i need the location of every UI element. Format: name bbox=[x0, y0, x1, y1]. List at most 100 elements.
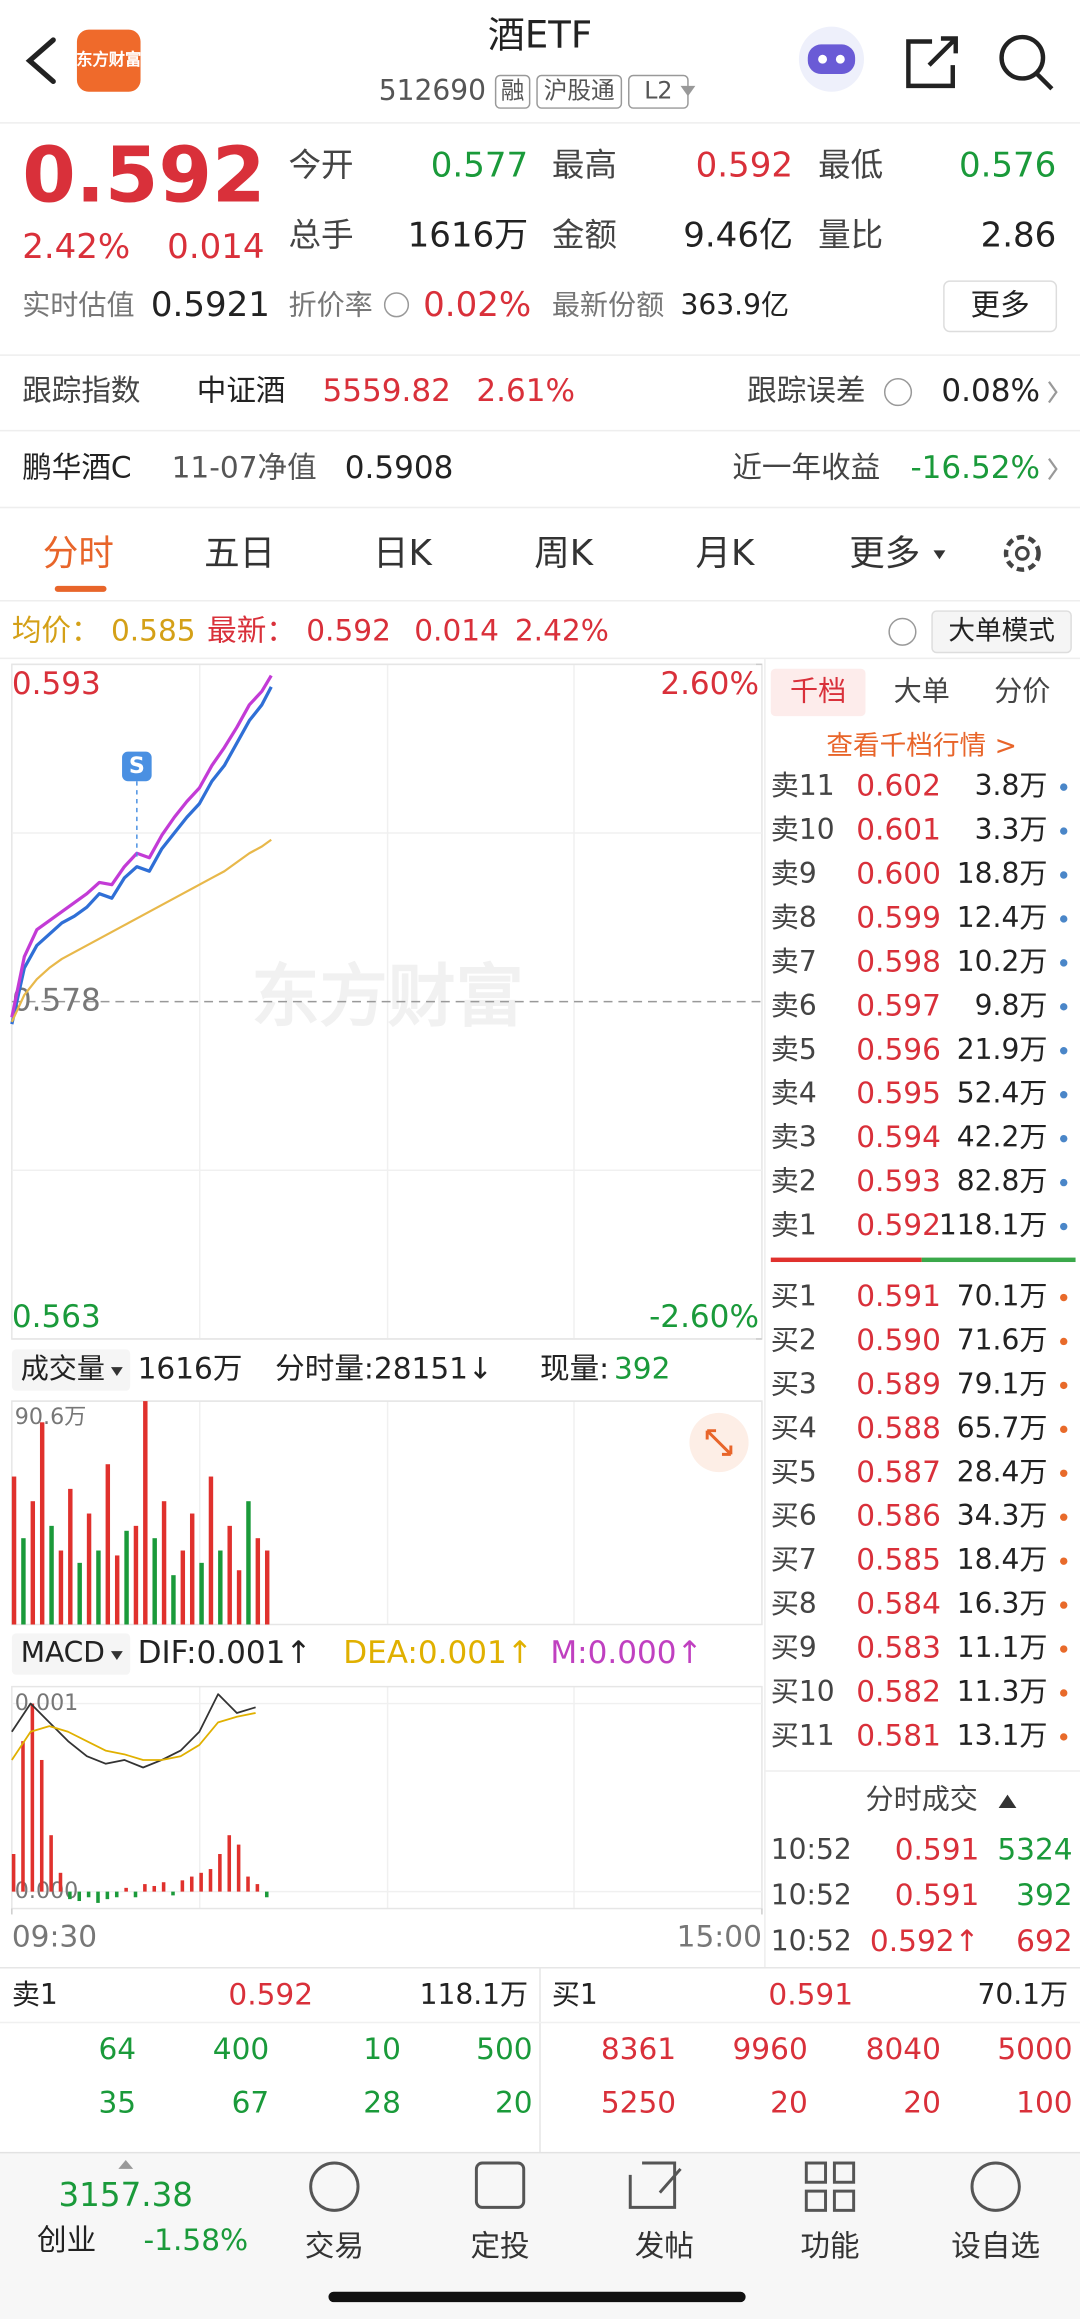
volume-bar bbox=[68, 1488, 73, 1625]
volume-bar bbox=[152, 1538, 157, 1625]
book-dot bbox=[1060, 1425, 1068, 1434]
volume-bar bbox=[11, 1476, 17, 1625]
collapse-arrow[interactable] bbox=[998, 1794, 1017, 1808]
row-label: 跟踪指数 bbox=[22, 374, 140, 408]
stat-value: 1616万 bbox=[408, 215, 529, 255]
indicator-selector[interactable] bbox=[11, 1633, 131, 1675]
stat-label: 最高 bbox=[552, 146, 617, 184]
tag: L2 bbox=[644, 76, 672, 104]
volume-bar bbox=[246, 1501, 251, 1625]
volume-bar bbox=[105, 1464, 111, 1625]
macd-bar bbox=[227, 1835, 232, 1892]
tag-box bbox=[536, 74, 623, 109]
macd-bar bbox=[86, 1891, 91, 1898]
macd-bar bbox=[171, 1891, 175, 1896]
book-price: 0.585 bbox=[856, 1543, 941, 1577]
selector-label[interactable]: 成交量 bbox=[21, 1352, 105, 1385]
avatar-eye bbox=[818, 54, 828, 64]
settings-button[interactable] bbox=[1003, 534, 1041, 572]
volume-bar bbox=[171, 1575, 176, 1625]
book-dot bbox=[1060, 1645, 1068, 1653]
trade-volume: 692 bbox=[1016, 1924, 1072, 1958]
book-volume: 82.8万 bbox=[957, 1165, 1048, 1198]
book-price: 0.597 bbox=[856, 988, 941, 1022]
book-price: 0.595 bbox=[856, 1076, 941, 1110]
depth-cell: 5000 bbox=[997, 2032, 1072, 2066]
selector-label[interactable]: MACD bbox=[21, 1636, 105, 1669]
tab[interactable]: 更多 bbox=[849, 533, 920, 574]
info-icon[interactable] bbox=[383, 292, 410, 318]
macd-bar bbox=[255, 1884, 260, 1892]
nav-item[interactable]: 设自选 bbox=[951, 2229, 1040, 2263]
expand-icon bbox=[705, 1429, 733, 1456]
book-link[interactable]: 查看千档行情 > bbox=[826, 731, 1017, 762]
macd-bar bbox=[264, 1891, 269, 1898]
macd-bar bbox=[21, 1741, 25, 1892]
book-price: 0.601 bbox=[856, 813, 941, 847]
back-button[interactable] bbox=[25, 37, 56, 85]
chevron[interactable] bbox=[1048, 458, 1058, 481]
stat-value: 9.46亿 bbox=[683, 215, 793, 255]
logo-text: 东方财富 bbox=[76, 50, 141, 69]
book-level: 卖6 bbox=[771, 989, 817, 1022]
latest-label: 最新： bbox=[207, 613, 296, 647]
book-price: 0.594 bbox=[856, 1120, 941, 1154]
book-tab[interactable]: 大单 bbox=[894, 674, 950, 707]
nav-icon bbox=[970, 2161, 1021, 2212]
change: 0.014 bbox=[167, 227, 264, 267]
chevron[interactable] bbox=[1048, 381, 1058, 404]
mode-label[interactable]: 大单模式 bbox=[948, 615, 1054, 646]
tab[interactable]: 日K bbox=[373, 533, 434, 574]
volume-bar bbox=[21, 1538, 26, 1625]
mode-button[interactable] bbox=[931, 610, 1072, 654]
settings-center bbox=[1014, 545, 1030, 561]
index-value: 5559.82 bbox=[323, 373, 451, 409]
depth-cell: 20 bbox=[770, 2085, 808, 2119]
more-label[interactable]: 更多 bbox=[971, 288, 1030, 322]
tab[interactable]: 分时 bbox=[43, 533, 114, 574]
book-tab[interactable]: 千档 bbox=[790, 674, 846, 707]
info-icon[interactable] bbox=[883, 378, 913, 407]
book-price: 0.600 bbox=[856, 857, 941, 891]
more-button[interactable] bbox=[943, 280, 1058, 333]
book-tab[interactable]: 分价 bbox=[994, 674, 1050, 707]
index-value[interactable]: 3157.38 bbox=[58, 2176, 193, 2214]
book-volume: 16.3万 bbox=[957, 1587, 1048, 1620]
depth-cell: 20 bbox=[495, 2085, 533, 2119]
macd-bar bbox=[49, 1835, 53, 1892]
m-value: M:0.000↑ bbox=[550, 1635, 702, 1671]
volume-bar bbox=[199, 1562, 204, 1625]
dea-value: DEA:0.001↑ bbox=[343, 1635, 533, 1671]
bid-bar bbox=[921, 1257, 1076, 1263]
book-price: 0.596 bbox=[856, 1032, 941, 1066]
volume-bar bbox=[180, 1550, 186, 1625]
search-button[interactable] bbox=[999, 34, 1046, 81]
volume-bar bbox=[264, 1550, 270, 1625]
nav-item[interactable]: 定投 bbox=[470, 2229, 529, 2263]
trade-price: 0.592↑ bbox=[870, 1924, 979, 1958]
price-line bbox=[10, 838, 272, 1023]
book-dot bbox=[1060, 1601, 1068, 1609]
tab[interactable]: 五日 bbox=[204, 533, 275, 574]
tab[interactable]: 月K bbox=[696, 533, 757, 574]
tab[interactable]: 周K bbox=[534, 533, 595, 574]
nav-item[interactable]: 发帖 bbox=[635, 2229, 694, 2263]
help-icon[interactable] bbox=[888, 617, 917, 646]
depth-cell: 5250 bbox=[601, 2085, 676, 2119]
nav-item[interactable]: 交易 bbox=[305, 2229, 364, 2263]
stat-label: 金额 bbox=[552, 216, 617, 254]
index-pct: 2.61% bbox=[476, 373, 575, 409]
tab-active-bg bbox=[770, 668, 866, 717]
book-level: 卖4 bbox=[771, 1077, 817, 1110]
index-name: 中证酒 bbox=[197, 374, 286, 408]
book-volume: 28.4万 bbox=[957, 1455, 1048, 1488]
nav-item[interactable]: 功能 bbox=[800, 2229, 859, 2263]
share-button[interactable] bbox=[906, 36, 958, 89]
dropdown-arrow[interactable] bbox=[933, 550, 946, 560]
volume-selector[interactable] bbox=[11, 1349, 131, 1391]
annotation-badge bbox=[122, 751, 152, 782]
depth-volume: 70.1万 bbox=[978, 1978, 1069, 2011]
y-tick-label: 0.578 bbox=[12, 983, 101, 1019]
price-line bbox=[10, 674, 273, 1018]
